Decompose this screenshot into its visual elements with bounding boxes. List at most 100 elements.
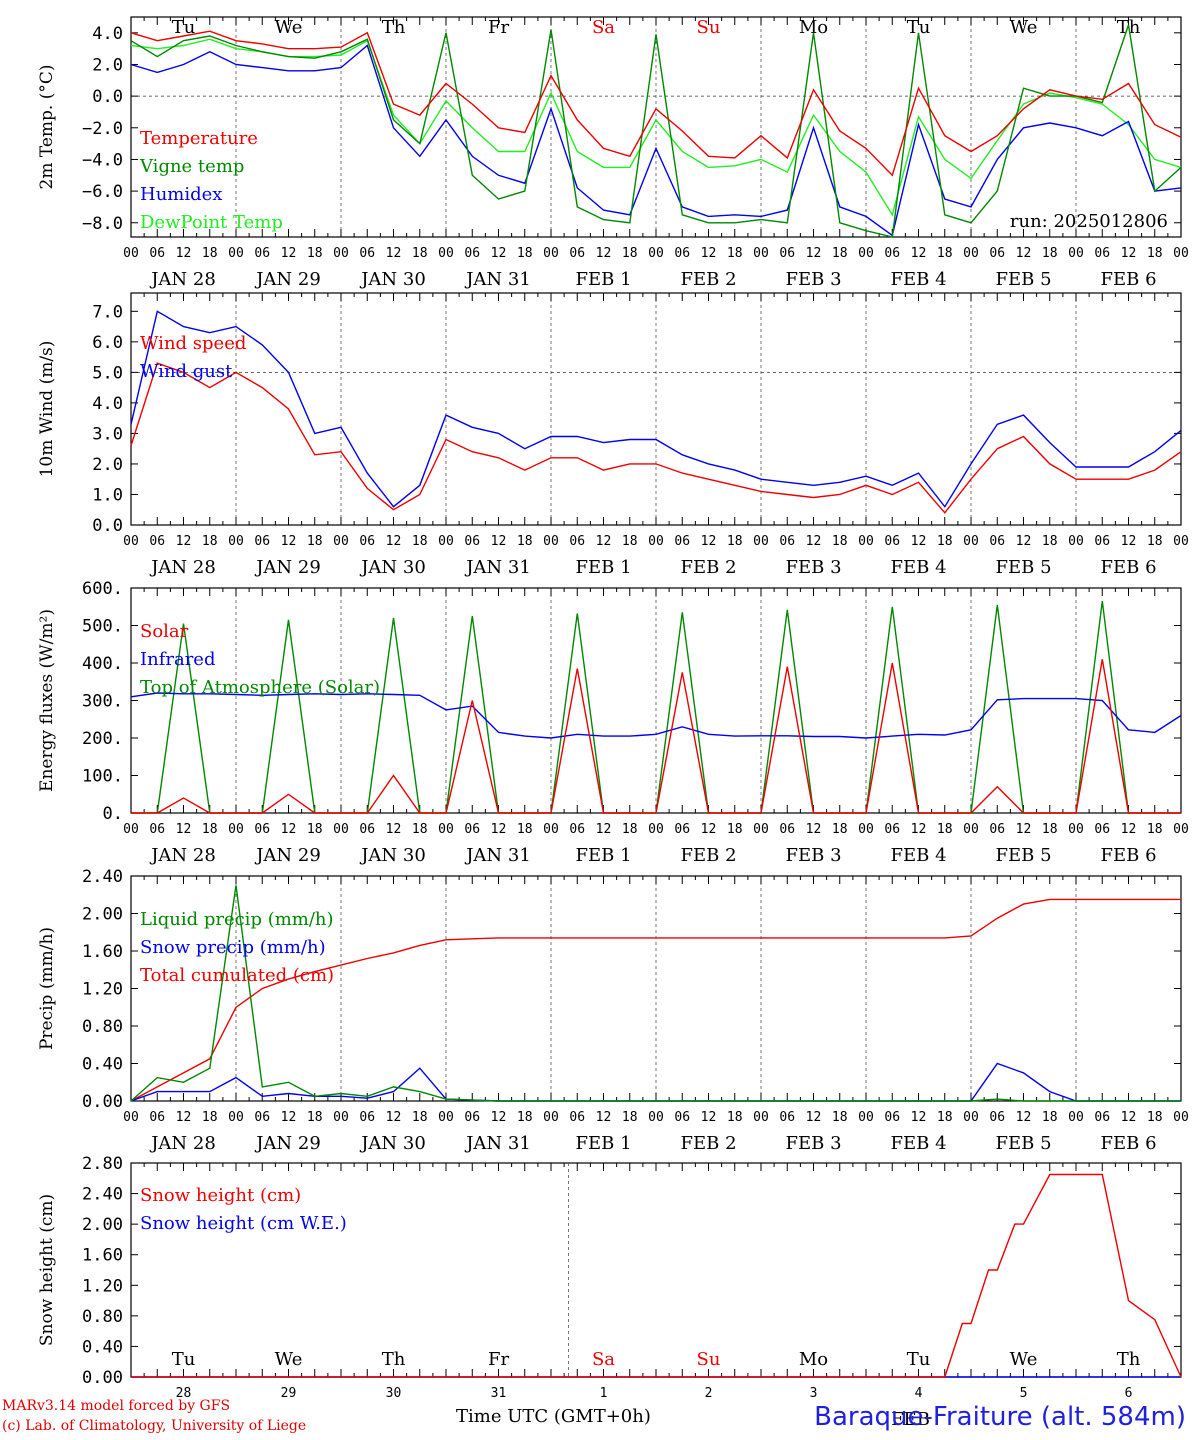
hour-tick-label: 12 <box>1016 246 1032 261</box>
date-label: FEB 4 <box>890 557 946 578</box>
weekday-label: Tu <box>907 1349 931 1370</box>
y-tick-label: −2.0 <box>82 119 123 139</box>
hour-tick-label: 06 <box>989 534 1005 549</box>
hour-tick-label: 12 <box>1121 1110 1137 1125</box>
hour-tick-label: 18 <box>202 1110 218 1125</box>
y-tick-label: 300. <box>82 692 123 712</box>
hour-tick-label: 00 <box>228 534 244 549</box>
weekday-label: Sa <box>592 1349 615 1370</box>
day-number-label: 6 <box>1125 1386 1133 1401</box>
hour-tick-label: 06 <box>674 1110 690 1125</box>
weekday-label: Th <box>382 1349 406 1370</box>
hour-tick-label: 18 <box>412 1110 428 1125</box>
hour-tick-label: 12 <box>1016 1110 1032 1125</box>
hour-tick-label: 18 <box>517 1110 533 1125</box>
y-tick-label: 0.80 <box>82 1307 123 1327</box>
hour-tick-label: 00 <box>123 1110 139 1125</box>
y-tick-label: 0.40 <box>82 1055 123 1075</box>
date-label: JAN 28 <box>149 269 216 290</box>
date-label: FEB 4 <box>890 1133 946 1154</box>
legend-entry: Humidex <box>140 184 222 205</box>
hour-tick-label: 12 <box>491 822 507 837</box>
legend-entry: Wind speed <box>140 333 246 354</box>
hour-tick-label: 18 <box>937 1110 953 1125</box>
date-label: FEB 1 <box>575 557 631 578</box>
hour-tick-label: 06 <box>359 1110 375 1125</box>
x-axis-title: Time UTC (GMT+0h) <box>456 1406 651 1427</box>
hour-tick-label: 06 <box>884 534 900 549</box>
series-line <box>130 30 1182 177</box>
hour-tick-label: 12 <box>911 822 927 837</box>
hour-tick-label: 06 <box>149 246 165 261</box>
hour-tick-label: 18 <box>622 1110 638 1125</box>
hour-tick-label: 18 <box>517 822 533 837</box>
date-label: JAN 29 <box>254 269 321 290</box>
hour-tick-label: 00 <box>648 822 664 837</box>
date-label: JAN 28 <box>149 1133 216 1154</box>
hour-tick-label: 12 <box>1121 246 1137 261</box>
weekday-label: Fr <box>488 17 509 38</box>
hour-tick-label: 06 <box>674 822 690 837</box>
legend-entry: Total cumulated (cm) <box>140 965 334 986</box>
hour-tick-label: 06 <box>884 1110 900 1125</box>
hour-tick-label: 18 <box>307 534 323 549</box>
hour-tick-label: 12 <box>806 246 822 261</box>
hour-tick-label: 12 <box>281 1110 297 1125</box>
hour-tick-label: 18 <box>1042 822 1058 837</box>
hour-tick-label: 00 <box>543 534 559 549</box>
hour-tick-label: 12 <box>1121 534 1137 549</box>
hour-tick-label: 12 <box>911 534 927 549</box>
hour-tick-label: 00 <box>333 534 349 549</box>
date-label: FEB 6 <box>1100 557 1156 578</box>
hour-tick-label: 00 <box>1068 1110 1084 1125</box>
hour-tick-label: 12 <box>176 246 192 261</box>
hour-tick-label: 06 <box>674 246 690 261</box>
weekday-label: Fr <box>488 1349 509 1370</box>
hour-tick-label: 18 <box>202 534 218 549</box>
hour-tick-label: 12 <box>491 1110 507 1125</box>
date-label: FEB 5 <box>995 845 1051 866</box>
hour-tick-label: 12 <box>806 822 822 837</box>
y-tick-label: 1.60 <box>82 942 123 962</box>
hour-tick-label: 06 <box>464 1110 480 1125</box>
legend-entry: DewPoint Temp <box>140 212 283 233</box>
series-line <box>130 44 1182 237</box>
y-tick-label: 1.60 <box>82 1246 123 1266</box>
hour-tick-label: 12 <box>596 822 612 837</box>
weekday-label: Mo <box>799 1349 828 1370</box>
hour-tick-label: 12 <box>386 534 402 549</box>
hour-tick-label: 12 <box>491 534 507 549</box>
y-tick-label: 0.80 <box>82 1017 123 1037</box>
hour-tick-label: 12 <box>701 822 717 837</box>
hour-tick-label: 06 <box>464 246 480 261</box>
y-tick-label: 0.00 <box>82 1368 123 1388</box>
date-label: FEB 5 <box>995 269 1051 290</box>
hour-tick-label: 06 <box>779 246 795 261</box>
hour-tick-label: 00 <box>1068 534 1084 549</box>
hour-tick-label: 18 <box>622 246 638 261</box>
hour-tick-label: 00 <box>438 1110 454 1125</box>
hour-tick-label: 12 <box>596 534 612 549</box>
hour-tick-label: 18 <box>727 534 743 549</box>
y-axis-label: Precip (mm/h) <box>37 927 57 1050</box>
hour-tick-label: 06 <box>1094 534 1110 549</box>
legend-entry: Infrared <box>140 649 215 670</box>
hour-tick-label: 18 <box>517 534 533 549</box>
hour-tick-label: 00 <box>1173 534 1189 549</box>
hour-tick-label: 00 <box>438 534 454 549</box>
y-axis-label: 2m Temp. (°C) <box>37 64 57 189</box>
y-tick-label: 7.0 <box>92 302 123 322</box>
hour-tick-label: 06 <box>779 534 795 549</box>
weekday-label: We <box>275 17 303 38</box>
weekday-label: We <box>1010 1349 1038 1370</box>
date-label: FEB 5 <box>995 1133 1051 1154</box>
weekday-label: Su <box>697 1349 721 1370</box>
hour-tick-label: 06 <box>149 1110 165 1125</box>
hour-tick-label: 12 <box>386 246 402 261</box>
date-label: JAN 29 <box>254 845 321 866</box>
hour-tick-label: 18 <box>412 246 428 261</box>
hour-tick-label: 18 <box>832 246 848 261</box>
y-tick-label: −8.0 <box>82 214 123 234</box>
hour-tick-label: 00 <box>963 534 979 549</box>
